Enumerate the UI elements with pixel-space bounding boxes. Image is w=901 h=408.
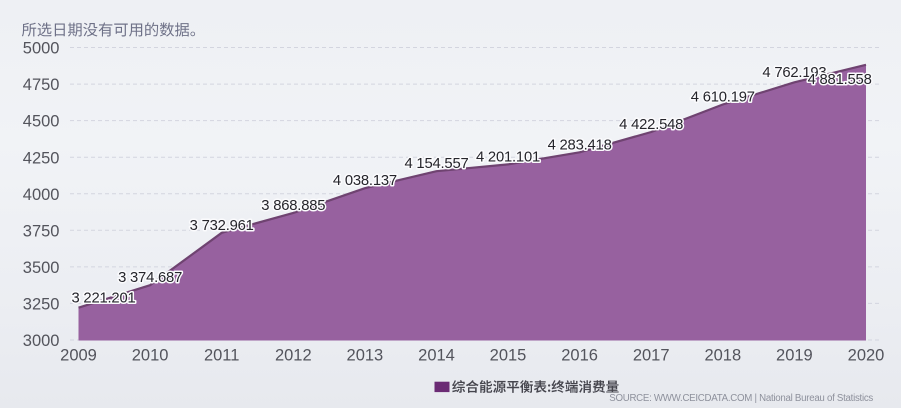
svg-text:3750: 3750 [23, 222, 60, 240]
svg-text:2012: 2012 [275, 346, 312, 364]
svg-text:2018: 2018 [704, 346, 741, 364]
svg-text:4 283.418: 4 283.418 [548, 137, 612, 153]
svg-text:2011: 2011 [204, 346, 239, 364]
svg-text:4 154.557: 4 154.557 [404, 156, 468, 172]
svg-text:4 422.548: 4 422.548 [619, 117, 683, 133]
svg-text:3000: 3000 [23, 332, 60, 350]
svg-text:3 374.687: 3 374.687 [118, 270, 182, 286]
svg-text:3 732.961: 3 732.961 [190, 218, 254, 234]
svg-text:4 038.137: 4 038.137 [333, 173, 397, 189]
svg-text:2019: 2019 [776, 346, 813, 364]
svg-text:2013: 2013 [347, 346, 384, 364]
svg-text:4 201.101: 4 201.101 [476, 149, 540, 165]
svg-text:3 221.201: 3 221.201 [71, 291, 135, 307]
svg-text:2020: 2020 [848, 346, 885, 364]
svg-text:5000: 5000 [23, 40, 60, 58]
svg-text:2017: 2017 [633, 346, 670, 364]
svg-text:4750: 4750 [23, 76, 60, 94]
svg-text:2010: 2010 [132, 346, 169, 364]
svg-text:4 610.197: 4 610.197 [691, 90, 755, 106]
svg-text:4 881.558: 4 881.558 [808, 72, 872, 88]
svg-text:2015: 2015 [490, 346, 527, 364]
svg-text:3500: 3500 [23, 259, 60, 277]
svg-text:4250: 4250 [23, 149, 60, 167]
svg-text:3 868.885: 3 868.885 [261, 198, 325, 214]
svg-text:4000: 4000 [23, 186, 60, 204]
svg-text:4500: 4500 [23, 113, 60, 131]
svg-text:3250: 3250 [23, 296, 60, 314]
svg-text:SOURCE: WWW.CEICDATA.COM | Nat: SOURCE: WWW.CEICDATA.COM | National Bure… [609, 393, 873, 404]
svg-text:2016: 2016 [561, 346, 598, 364]
svg-text:2009: 2009 [60, 346, 97, 364]
svg-text:4 762.193: 4 762.193 [762, 65, 826, 81]
svg-text:2014: 2014 [418, 346, 455, 364]
